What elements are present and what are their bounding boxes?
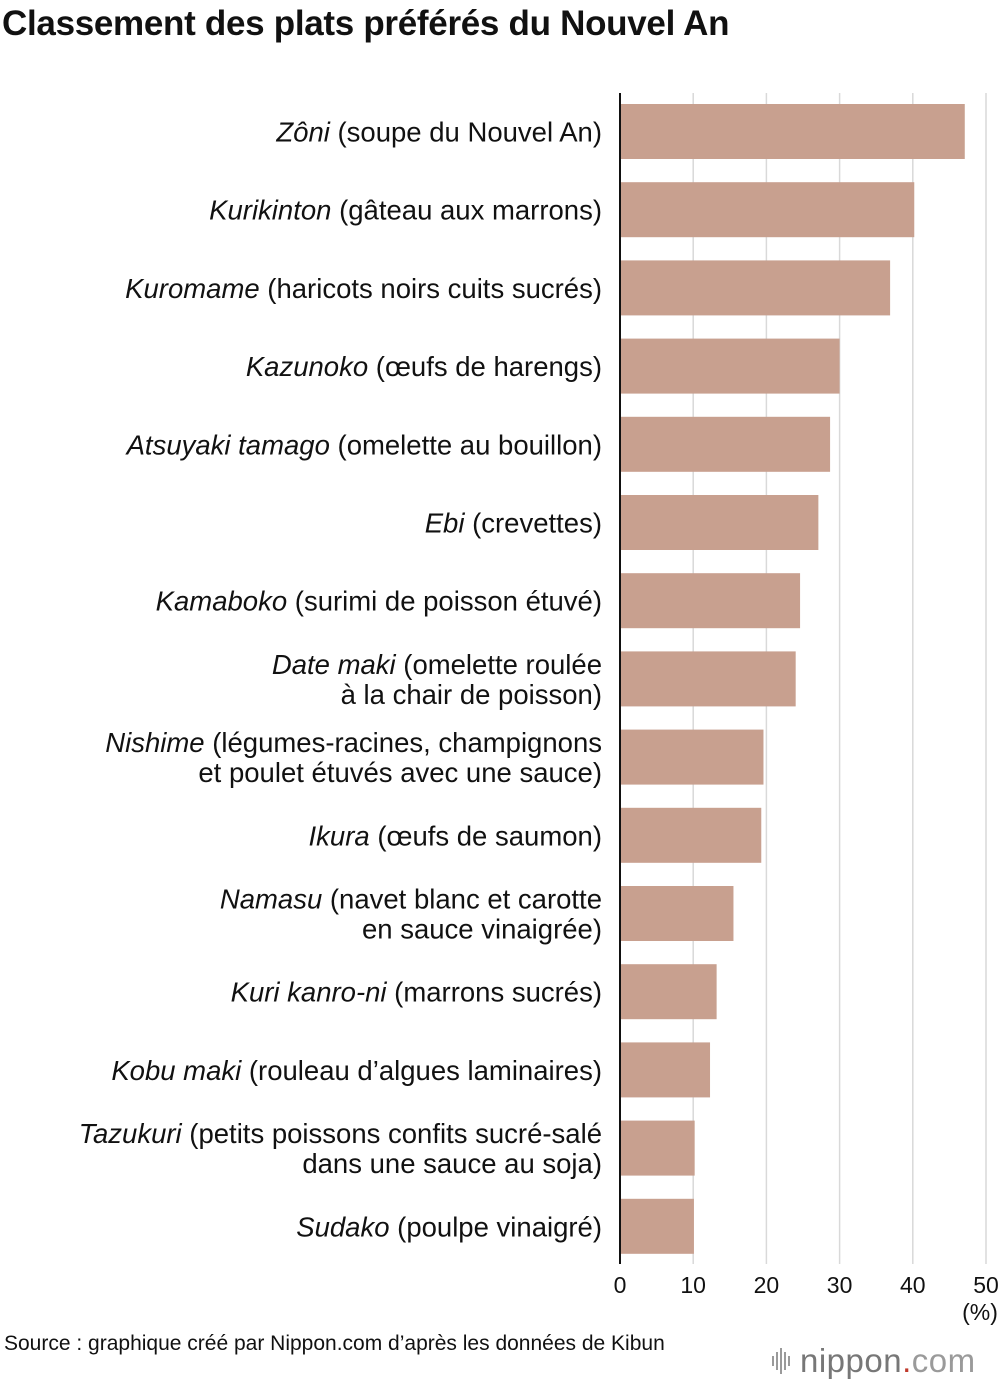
category-name-italic: Zôni xyxy=(275,117,330,148)
category-label-13: Kobu maki (rouleau d’algues laminaires) xyxy=(111,1055,602,1086)
category-description: (surimi de poisson étuvé) xyxy=(287,586,602,617)
category-name-italic: Kobu maki xyxy=(111,1055,242,1086)
category-description: (gâteau aux marrons) xyxy=(331,195,602,226)
tick-label-10: 10 xyxy=(680,1272,706,1298)
category-description: (œufs de saumon) xyxy=(370,820,602,851)
bar-1 xyxy=(620,104,965,159)
chart-title: Classement des plats préférés du Nouvel … xyxy=(2,4,730,43)
category-label-1: Zôni (soupe du Nouvel An) xyxy=(275,117,602,148)
category-description-line: et poulet étuvés avec une sauce) xyxy=(198,757,602,788)
tick-label-20: 20 xyxy=(754,1272,780,1298)
logo-dot: . xyxy=(902,1342,912,1379)
category-labels: Zôni (soupe du Nouvel An) Kurikinton (gât… xyxy=(79,117,602,1243)
category-label-7: Kamaboko (surimi de poisson étuvé) xyxy=(156,586,602,617)
category-description: (poulpe vinaigré) xyxy=(390,1211,602,1242)
category-name-italic: Date maki xyxy=(272,649,397,680)
category-name-italic: Namasu xyxy=(220,884,322,915)
bar-2 xyxy=(620,182,915,238)
category-description: (petits poissons confits sucré-salé xyxy=(182,1118,602,1149)
bar-5 xyxy=(620,416,831,472)
tick-label-50: 50 xyxy=(973,1272,999,1298)
category-label-3: Kuromame (haricots noirs cuits sucrés) xyxy=(125,273,602,304)
category-label-6: Ebi (crevettes) xyxy=(425,508,602,539)
category-name-italic: Kuromame xyxy=(125,273,260,304)
tick-label-0: 0 xyxy=(614,1272,627,1298)
category-name-italic: Kazunoko xyxy=(246,351,368,382)
category-label-14: Tazukuri (petits poissons confits sucré-… xyxy=(79,1118,602,1179)
bar-4 xyxy=(620,338,840,394)
bar-9 xyxy=(620,729,764,785)
bar-14 xyxy=(620,1120,695,1176)
category-name-italic: Ebi xyxy=(425,508,466,539)
bar-3 xyxy=(620,260,891,316)
category-description: (rouleau d’algues laminaires) xyxy=(241,1055,602,1086)
nippon-logo: nippon. com xyxy=(772,1342,976,1380)
x-axis: 0 10 20 30 40 50(%) xyxy=(614,93,999,1325)
bar-11 xyxy=(620,886,734,941)
logo-tld: com xyxy=(911,1342,976,1379)
category-label-8: Date maki (omelette roulée à la chair de … xyxy=(272,649,602,710)
category-description: (œufs de harengs) xyxy=(368,351,602,382)
category-name-italic: Sudako xyxy=(296,1211,389,1242)
logo-name: nippon xyxy=(800,1342,903,1379)
source-note: Source : graphique créé par Nippon.com d… xyxy=(4,1332,665,1355)
bar-15 xyxy=(620,1198,694,1254)
category-description: (légumes-racines, champignons xyxy=(205,727,602,758)
category-description-line: à la chair de poisson) xyxy=(341,679,602,710)
unit-label: (%) xyxy=(962,1299,998,1325)
category-name-italic: Nishime xyxy=(105,727,204,758)
category-description-line: en sauce vinaigrée) xyxy=(362,914,602,945)
category-description: (omelette au bouillon) xyxy=(330,429,602,460)
category-description: (crevettes) xyxy=(464,508,602,539)
bar-chart: Zôni (soupe du Nouvel An) Kurikinton (gât… xyxy=(79,93,999,1325)
category-label-2: Kurikinton (gâteau aux marrons) xyxy=(209,195,602,226)
category-description: (haricots noirs cuits sucrés) xyxy=(260,273,602,304)
bars xyxy=(620,104,965,1254)
bar-12 xyxy=(620,964,717,1020)
logo-bars-icon xyxy=(772,1346,792,1376)
category-name-italic: Kuri kanro-ni xyxy=(231,977,388,1008)
category-label-15: Sudako (poulpe vinaigré) xyxy=(296,1211,602,1242)
category-name-italic: Kurikinton xyxy=(209,195,331,226)
category-description-line: dans une sauce au soja) xyxy=(302,1148,602,1179)
category-label-11: Namasu (navet blanc et carotte en sauce v… xyxy=(220,884,602,945)
bar-6 xyxy=(620,495,819,550)
category-label-10: Ikura (œufs de saumon) xyxy=(309,820,602,851)
bar-7 xyxy=(620,573,801,629)
bar-8 xyxy=(620,651,796,707)
category-description: (marrons sucrés) xyxy=(387,977,602,1008)
tick-label-30: 30 xyxy=(827,1272,853,1298)
category-name-italic: Atsuyaki tamago xyxy=(125,429,330,460)
category-name-italic: Ikura xyxy=(309,820,370,851)
category-name-italic: Kamaboko xyxy=(156,586,287,617)
bar-13 xyxy=(620,1042,711,1098)
bar-10 xyxy=(620,807,762,863)
category-name-italic: Tazukuri xyxy=(79,1118,183,1149)
category-label-4: Kazunoko (œufs de harengs) xyxy=(246,351,602,382)
category-description: (navet blanc et carotte xyxy=(322,884,602,915)
category-label-5: Atsuyaki tamago (omelette au bouillon) xyxy=(125,429,602,460)
category-label-9: Nishime (légumes-racines, champignons et … xyxy=(105,727,602,788)
category-description: (omelette roulée xyxy=(396,649,602,680)
category-description: (soupe du Nouvel An) xyxy=(330,117,602,148)
category-label-12: Kuri kanro-ni (marrons sucrés) xyxy=(231,977,602,1008)
tick-label-40: 40 xyxy=(900,1272,926,1298)
